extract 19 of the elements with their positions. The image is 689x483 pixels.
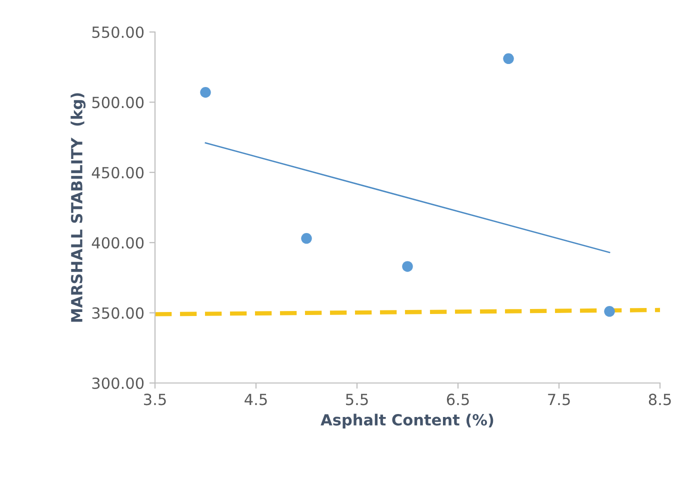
x-tick-label: 3.5	[144, 394, 166, 406]
x-axis-title: Asphalt Content (%)	[320, 414, 494, 429]
y-tick-label: 500.00	[92, 96, 144, 108]
y-tick-label: 300.00	[92, 377, 144, 390]
y-tick-label: 550.00	[92, 26, 144, 38]
x-tick-label: 8.5	[648, 394, 671, 406]
x-tick-label: 6.5	[446, 394, 469, 406]
point	[402, 261, 413, 272]
y-tick-label: 400.00	[92, 237, 144, 249]
point	[503, 53, 514, 64]
y-tick-label: 450.00	[92, 166, 144, 178]
x-tick-label: 7.5	[548, 394, 570, 406]
y-tick-label: 350.00	[92, 307, 144, 319]
y-axis-title: MARSHALL STABILITY (kg)	[70, 93, 86, 322]
x-tick-label: 4.5	[244, 394, 267, 406]
point	[604, 306, 615, 317]
point	[301, 233, 312, 244]
x-tick-label: 5.5	[346, 394, 368, 406]
point	[200, 86, 211, 98]
